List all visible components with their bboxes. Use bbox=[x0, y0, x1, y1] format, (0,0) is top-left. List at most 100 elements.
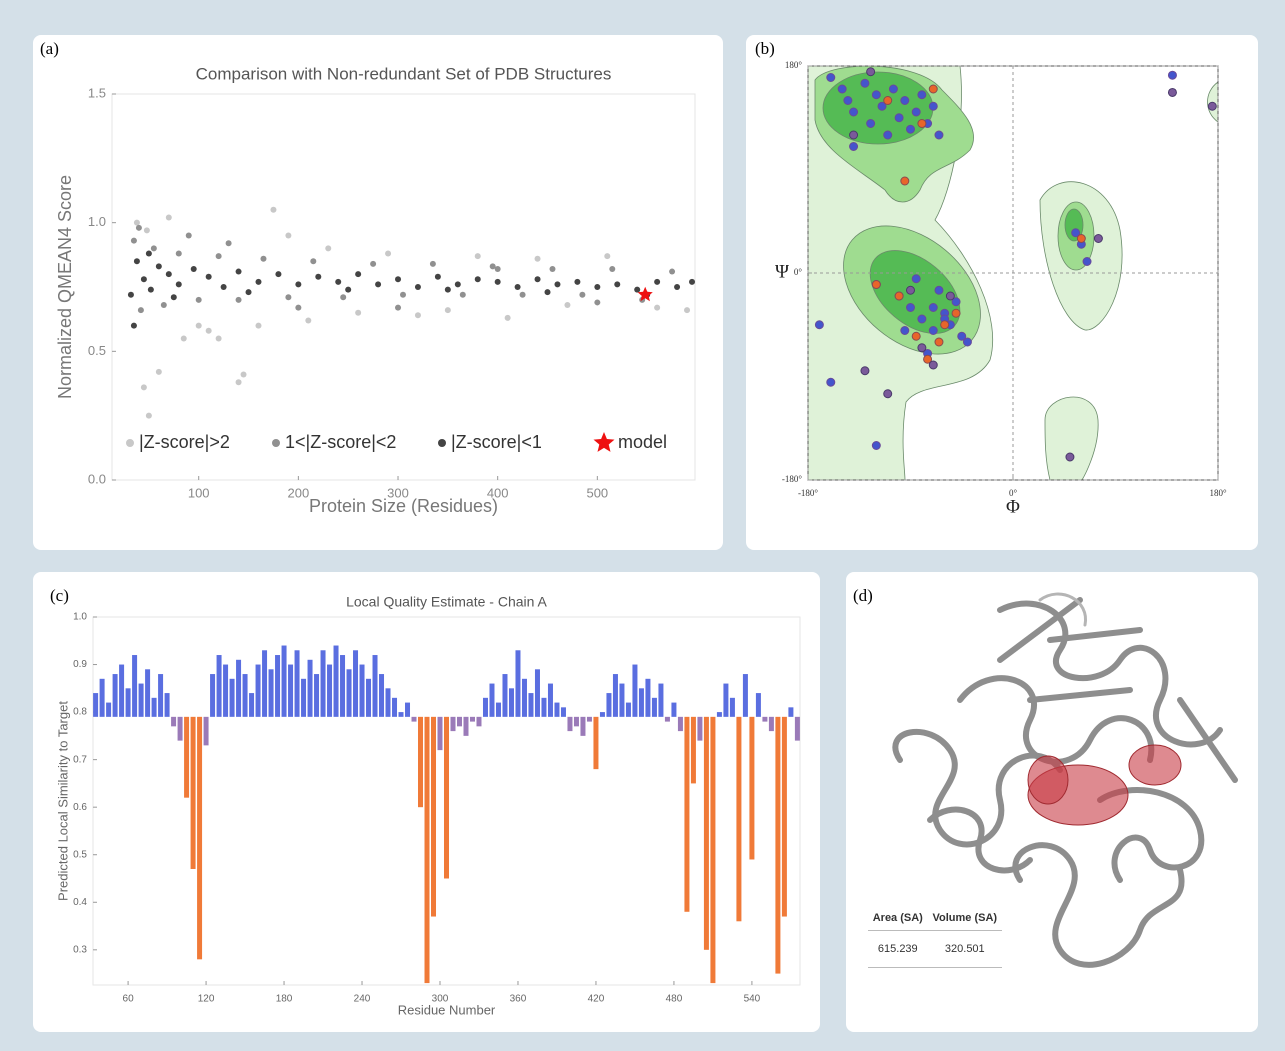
bar bbox=[256, 665, 261, 717]
point bbox=[838, 85, 846, 93]
bar bbox=[230, 679, 235, 717]
bar bbox=[217, 655, 222, 717]
point bbox=[884, 131, 892, 139]
bar bbox=[197, 717, 202, 959]
bar bbox=[554, 703, 559, 717]
point bbox=[430, 261, 436, 267]
bar bbox=[262, 650, 267, 717]
bar bbox=[756, 693, 761, 717]
point bbox=[895, 292, 903, 300]
bar bbox=[645, 679, 650, 717]
point bbox=[216, 253, 222, 259]
y-tick-label: 1.0 bbox=[88, 214, 106, 229]
bar bbox=[561, 707, 566, 717]
bar bbox=[366, 679, 371, 717]
point bbox=[689, 279, 695, 285]
point bbox=[415, 284, 421, 290]
point bbox=[535, 276, 541, 282]
point bbox=[335, 279, 341, 285]
x-tick-label: 240 bbox=[354, 994, 371, 1005]
point bbox=[941, 321, 949, 329]
point bbox=[901, 97, 909, 105]
point bbox=[963, 338, 971, 346]
x-tick-label: 200 bbox=[288, 485, 310, 500]
bar bbox=[314, 674, 319, 717]
table-cell: 320.501 bbox=[928, 931, 1002, 968]
point bbox=[460, 292, 466, 298]
bar bbox=[431, 717, 436, 917]
point bbox=[255, 279, 261, 285]
point bbox=[415, 312, 421, 318]
y-tick-label: 0.5 bbox=[88, 343, 106, 358]
x-tick-label: 180° bbox=[1209, 488, 1227, 498]
bar bbox=[658, 684, 663, 717]
point bbox=[867, 120, 875, 128]
point bbox=[275, 271, 281, 277]
bar bbox=[425, 717, 430, 983]
bar bbox=[126, 688, 131, 717]
bar bbox=[528, 693, 533, 717]
bar bbox=[496, 703, 501, 717]
point bbox=[1066, 453, 1074, 461]
point bbox=[907, 125, 915, 133]
page: {"panel_labels": ["(a)", "(b)", "(c)", "… bbox=[0, 0, 1285, 1051]
bar bbox=[567, 717, 572, 731]
bar bbox=[483, 698, 488, 717]
bar bbox=[204, 717, 209, 746]
point bbox=[1168, 71, 1176, 79]
point bbox=[236, 379, 242, 385]
point bbox=[236, 269, 242, 275]
point bbox=[907, 304, 915, 312]
y-tick-label: 180° bbox=[785, 60, 803, 70]
bar bbox=[353, 650, 358, 717]
x-tick-label: 540 bbox=[744, 994, 761, 1005]
point bbox=[236, 297, 242, 303]
bar bbox=[632, 665, 637, 717]
point bbox=[918, 344, 926, 352]
point bbox=[515, 284, 521, 290]
chart-title: Local Quality Estimate - Chain A bbox=[346, 594, 547, 610]
bar bbox=[191, 717, 196, 869]
point bbox=[445, 287, 451, 293]
legend-label: |Z-score|>2 bbox=[139, 432, 230, 452]
bar bbox=[502, 674, 507, 717]
point bbox=[872, 281, 880, 289]
point bbox=[935, 286, 943, 294]
bar bbox=[321, 650, 326, 717]
x-axis-label: Residue Number bbox=[398, 1002, 496, 1017]
bar bbox=[165, 693, 170, 717]
x-tick-label: 60 bbox=[123, 994, 135, 1005]
bar bbox=[340, 655, 345, 717]
point bbox=[614, 281, 620, 287]
point bbox=[861, 367, 869, 375]
bar bbox=[743, 674, 748, 717]
point bbox=[148, 287, 154, 293]
point bbox=[370, 261, 376, 267]
bar bbox=[593, 717, 598, 769]
bar bbox=[399, 712, 404, 717]
bar bbox=[476, 717, 481, 727]
point bbox=[226, 240, 232, 246]
bar bbox=[438, 717, 443, 750]
point bbox=[191, 266, 197, 272]
table-cell: 615.239 bbox=[868, 931, 928, 968]
bar bbox=[600, 712, 605, 717]
point bbox=[545, 289, 551, 295]
bar bbox=[652, 698, 657, 717]
bar bbox=[795, 717, 800, 741]
point bbox=[594, 299, 600, 305]
point bbox=[295, 305, 301, 311]
y-tick-label: 0.6 bbox=[73, 802, 87, 813]
point bbox=[355, 271, 361, 277]
bar bbox=[619, 684, 624, 717]
point bbox=[872, 442, 880, 450]
point bbox=[850, 131, 858, 139]
point bbox=[196, 297, 202, 303]
point bbox=[395, 276, 401, 282]
point bbox=[654, 279, 660, 285]
y-tick-label: 0.8 bbox=[73, 707, 87, 718]
point bbox=[907, 286, 915, 294]
point bbox=[889, 85, 897, 93]
point bbox=[844, 97, 852, 105]
bar bbox=[373, 655, 378, 717]
